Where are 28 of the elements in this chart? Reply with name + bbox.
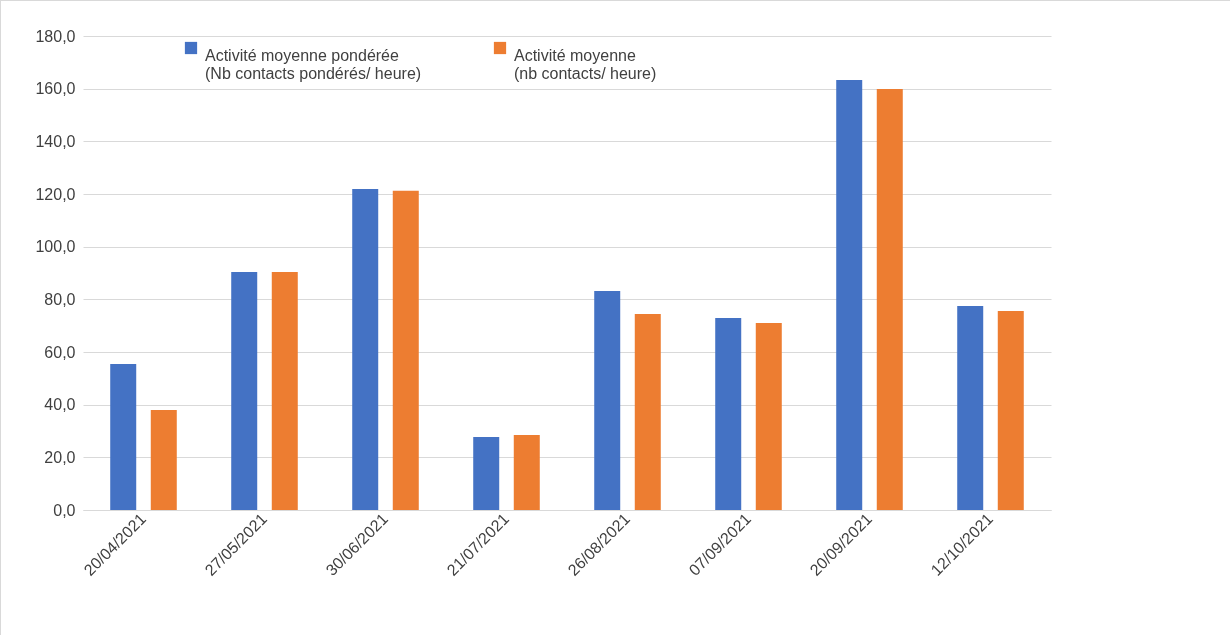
y-tick-label: 180,0 [35,27,76,45]
bar [271,271,298,510]
bar [473,437,500,510]
bar [231,271,258,510]
bar [150,409,177,510]
y-tick-label: 100,0 [35,238,76,256]
bar [352,189,379,510]
bar [876,88,903,510]
y-tick-label: 20,0 [44,448,76,466]
legend-label: Activité moyenne (nb contacts/ heure) [514,47,657,82]
bar [997,310,1024,510]
y-tick-label: 140,0 [35,132,76,150]
y-tick-label: 60,0 [44,343,76,361]
bar [513,434,540,510]
y-tick-label: 120,0 [35,185,76,203]
bar [957,305,984,510]
bar [392,190,419,510]
y-tick-label: 80,0 [44,290,76,308]
bar [634,314,661,510]
bar [755,323,782,510]
bar [110,364,137,510]
y-tick-label: 160,0 [35,80,76,98]
y-tick-label: 40,0 [44,396,76,414]
y-tick-label: 0,0 [53,501,76,519]
bar [594,290,621,510]
bar [836,79,863,510]
bar [715,318,742,510]
legend-label: Activité moyenne pondérée (Nb contacts pondérés/ heure) [205,47,422,82]
